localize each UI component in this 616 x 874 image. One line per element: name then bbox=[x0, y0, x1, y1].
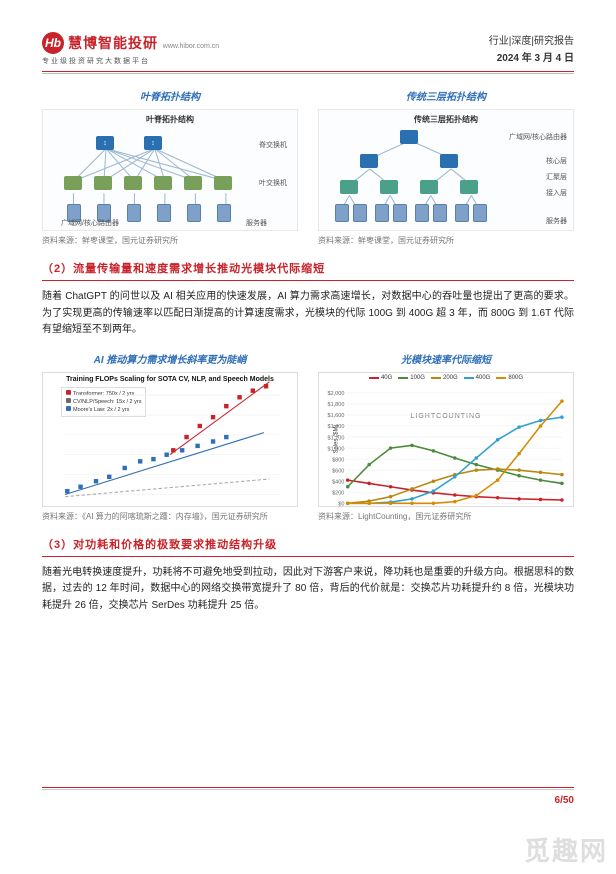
svg-text:$1,000: $1,000 bbox=[328, 446, 345, 452]
fig1-left-title: 叶脊拓扑结构 bbox=[42, 88, 298, 103]
figure-right-1: 传统三层拓扑结构 传统三层拓扑结构 广域网/核心路由器 核心层 汇聚层 接入层 bbox=[318, 88, 574, 246]
fig2-left-title: AI 推动算力需求增长斜率更为陡峭 bbox=[42, 351, 298, 366]
server-node bbox=[187, 204, 201, 222]
doc-category: 行业|深度|研究报告 bbox=[489, 32, 574, 47]
section-2-head: （2）流量传输量和速度需求增长推动光模块代际缩短 bbox=[42, 260, 574, 276]
server-node bbox=[455, 204, 469, 222]
core-layer-label: 核心层 bbox=[546, 156, 567, 166]
server-node bbox=[433, 204, 447, 222]
core-label: 广域网/核心路由器 bbox=[509, 132, 567, 142]
watermark-text: 觅趣网 bbox=[524, 831, 608, 868]
figure-row-1: 叶脊拓扑结构 叶脊拓扑结构 ↕ ↕ 脊交换机 叶交换机 广域网/核心 bbox=[42, 88, 574, 246]
svg-text:$0: $0 bbox=[338, 501, 344, 506]
svg-text:$800: $800 bbox=[332, 457, 344, 463]
fig2-right-caption: 资料来源：LightCounting，国元证券研究所 bbox=[318, 511, 574, 522]
svg-text:$600: $600 bbox=[332, 468, 344, 474]
server-node bbox=[415, 204, 429, 222]
header-rule-grey bbox=[42, 73, 574, 74]
header-right: 行业|深度|研究报告 2024 年 3 月 4 日 bbox=[489, 32, 574, 64]
figure-left-1: 叶脊拓扑结构 叶脊拓扑结构 ↕ ↕ 脊交换机 叶交换机 广域网/核心 bbox=[42, 88, 298, 246]
fig1-right-caption: 资料来源：鲜枣课堂，国元证券研究所 bbox=[318, 235, 574, 246]
logo-text: 慧博智能投研 bbox=[68, 35, 158, 51]
footer-rule-grey bbox=[42, 789, 574, 790]
core-node bbox=[400, 130, 418, 144]
page-number: 6/50 bbox=[555, 795, 574, 806]
access-node bbox=[380, 180, 398, 194]
spine-node: ↕ bbox=[144, 136, 162, 150]
agg-layer-label: 汇聚层 bbox=[546, 172, 567, 182]
section-3-head: （3）对功耗和价格的极致要求推动结构升级 bbox=[42, 536, 574, 552]
server-node bbox=[473, 204, 487, 222]
section-3-para: 随着光电转换速度提升，功耗将不可避免地受到拉动，因此对下游客户来说，降功耗也是重… bbox=[42, 565, 574, 615]
fig2-left-caption: 资料来源：《AI 算力的阿喀琉斯之踵：内存墙》，国元证券研究所 bbox=[42, 511, 298, 522]
agg-node bbox=[360, 154, 378, 168]
leaf-node bbox=[154, 176, 172, 190]
svg-text:$1,400: $1,400 bbox=[328, 424, 345, 430]
spine-label: 脊交换机 bbox=[259, 140, 287, 150]
page-current: 6 bbox=[555, 795, 561, 806]
leaf-node bbox=[94, 176, 112, 190]
svg-text:$1,600: $1,600 bbox=[328, 413, 345, 419]
server-node bbox=[127, 204, 141, 222]
page-total: 50 bbox=[563, 795, 574, 806]
figure-left-2: AI 推动算力需求增长斜率更为陡峭 Training FLOPs Scaling… bbox=[42, 351, 298, 522]
server-layer-label: 服务器 bbox=[546, 216, 567, 226]
fig1-right-title: 传统三层拓扑结构 bbox=[318, 88, 574, 103]
scatter-plot-svg: 2012201320142015201620172018201920202021 bbox=[43, 373, 297, 507]
access-node bbox=[420, 180, 438, 194]
server-node bbox=[157, 204, 171, 222]
leaf-node bbox=[64, 176, 82, 190]
leaf-node bbox=[124, 176, 142, 190]
server-node bbox=[335, 204, 349, 222]
fig2-right-title: 光模块速率代际缩短 bbox=[318, 351, 574, 366]
spine-node: ↕ bbox=[96, 136, 114, 150]
leaf-spine-diagram: 叶脊拓扑结构 ↕ ↕ 脊交换机 叶交换机 广域网/核心路由器 服务器 bbox=[42, 109, 298, 231]
section-rule bbox=[42, 280, 574, 281]
section-rule bbox=[42, 556, 574, 557]
access-layer-label: 接入层 bbox=[546, 188, 567, 198]
logo-subtitle: 专业级投资研究大数据平台 bbox=[42, 56, 219, 66]
svg-text:$400: $400 bbox=[332, 479, 344, 485]
logo-block: Hb 慧博智能投研 www.hibor.com.cn 专业级投资研究大数据平台 bbox=[42, 32, 219, 66]
svg-text:$2,000: $2,000 bbox=[328, 391, 345, 397]
section-2-para: 随着 ChatGPT 的问世以及 AI 相关应用的快速发展，AI 算力需求高速增… bbox=[42, 289, 574, 339]
leaf-node bbox=[214, 176, 232, 190]
line-chart: 40G100G200G400G800G LIGHTCOUNTING Sales … bbox=[318, 372, 574, 507]
server-node bbox=[393, 204, 407, 222]
server-label: 服务器 bbox=[246, 218, 267, 228]
leaf-label: 叶交换机 bbox=[259, 178, 287, 188]
line-plot-svg: $0 $200 $400 $600 $800 $1,000 $1,200 $1,400 $1,6… bbox=[319, 373, 573, 507]
scatter-chart: Training FLOPs Scaling for SOTA CV, NLP,… bbox=[42, 372, 298, 507]
svg-text:$1,200: $1,200 bbox=[328, 435, 345, 441]
router-label: 广域网/核心路由器 bbox=[61, 218, 119, 228]
svg-text:$1,800: $1,800 bbox=[328, 402, 345, 408]
header-rule-red bbox=[42, 71, 574, 72]
figure-row-2: AI 推动算力需求增长斜率更为陡峭 Training FLOPs Scaling… bbox=[42, 351, 574, 522]
footer-rule-red bbox=[42, 787, 574, 788]
access-node bbox=[340, 180, 358, 194]
leaf-node bbox=[184, 176, 202, 190]
agg-node bbox=[440, 154, 458, 168]
logo-badge: Hb bbox=[42, 32, 64, 54]
three-tier-diagram: 传统三层拓扑结构 广域网/核心路由器 核心层 汇聚层 接入层 bbox=[318, 109, 574, 231]
logo-url: www.hibor.com.cn bbox=[163, 43, 219, 50]
access-node bbox=[460, 180, 478, 194]
server-node bbox=[353, 204, 367, 222]
page-header: Hb 慧博智能投研 www.hibor.com.cn 专业级投资研究大数据平台 … bbox=[42, 32, 574, 69]
doc-date: 2024 年 3 月 4 日 bbox=[489, 49, 574, 64]
fig1-left-caption: 资料来源：鲜枣课堂，国元证券研究所 bbox=[42, 235, 298, 246]
figure-right-2: 光模块速率代际缩短 40G100G200G400G800G LIGHTCOUNT… bbox=[318, 351, 574, 522]
svg-text:$200: $200 bbox=[332, 490, 344, 496]
server-node bbox=[217, 204, 231, 222]
server-node bbox=[375, 204, 389, 222]
